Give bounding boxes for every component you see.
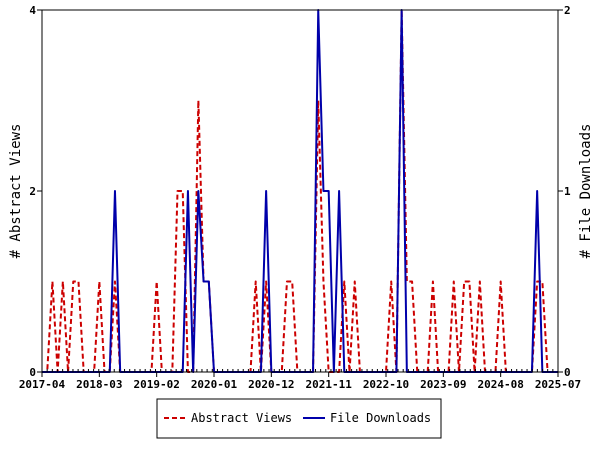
y-left-tick-label: 0 <box>29 366 36 379</box>
x-tick-label: 2023-09 <box>420 378 466 391</box>
x-tick-label: 2025-07 <box>535 378 581 391</box>
y-left-tick-label: 2 <box>29 185 36 198</box>
series-line-file-downloads <box>42 9 558 373</box>
y-right-tick-label: 1 <box>564 185 571 198</box>
series-layer <box>42 9 558 373</box>
legend: Abstract Views File Downloads <box>156 398 442 439</box>
x-tick-label: 2019-02 <box>133 378 179 391</box>
y-right-tick-label: 0 <box>564 366 571 379</box>
legend-label-abstract-views: Abstract Views <box>191 411 292 425</box>
x-tick-label: 2018-03 <box>76 378 122 391</box>
x-tick-label: 2021-11 <box>305 378 352 391</box>
ticks-layer: 2017-04 2018-03 2019-02 2020-01 2020-12 2021-… <box>19 4 581 391</box>
legend-label-file-downloads: File Downloads <box>330 411 431 425</box>
left-axis-title: # Abstract Views <box>8 124 24 259</box>
right-axis-title: # File Downloads <box>578 124 594 259</box>
x-tick-label: 2022-10 <box>363 378 409 391</box>
x-tick-label: 2020-01 <box>191 378 238 391</box>
x-tick-label: 2024-08 <box>477 378 523 391</box>
y-right-tick-label: 2 <box>564 4 571 17</box>
x-tick-label: 2017-04 <box>19 378 66 391</box>
x-tick-label: 2020-12 <box>248 378 294 391</box>
y-left-tick-label: 4 <box>29 4 36 17</box>
legend-box <box>156 398 442 439</box>
